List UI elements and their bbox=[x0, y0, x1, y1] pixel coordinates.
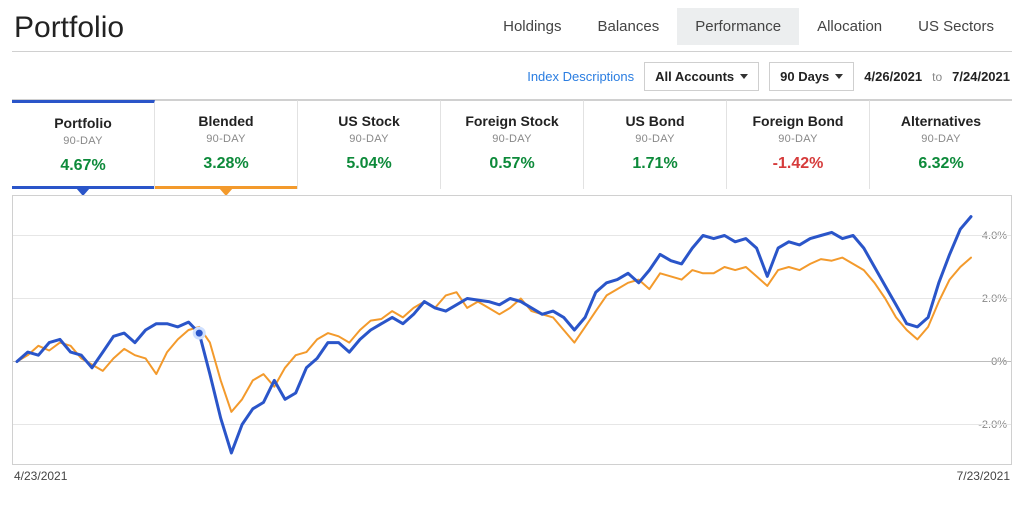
account-selector-label: All Accounts bbox=[655, 69, 734, 84]
date-from[interactable]: 4/26/2021 bbox=[864, 69, 922, 84]
performance-chart[interactable]: -2.0%0%2.0%4.0% bbox=[12, 195, 1012, 465]
card-value: 0.57% bbox=[445, 155, 579, 173]
card-alternatives[interactable]: Alternatives 90-DAY 6.32% bbox=[870, 100, 1012, 189]
card-value: 3.28% bbox=[159, 155, 293, 173]
card-value: -1.42% bbox=[731, 155, 865, 173]
chevron-down-icon bbox=[740, 74, 748, 79]
index-descriptions-link[interactable]: Index Descriptions bbox=[527, 69, 634, 84]
x-axis-start: 4/23/2021 bbox=[14, 469, 67, 483]
card-subtitle: 90-DAY bbox=[731, 133, 865, 145]
card-value: 4.67% bbox=[16, 157, 150, 175]
card-title: Portfolio bbox=[16, 115, 150, 131]
card-subtitle: 90-DAY bbox=[16, 135, 150, 147]
card-us-stock[interactable]: US Stock 90-DAY 5.04% bbox=[298, 100, 441, 189]
card-foreign-bond[interactable]: Foreign Bond 90-DAY -1.42% bbox=[727, 100, 870, 189]
card-subtitle: 90-DAY bbox=[445, 133, 579, 145]
x-axis-end: 7/23/2021 bbox=[957, 469, 1010, 483]
series-blended bbox=[17, 258, 971, 412]
tab-us-sectors[interactable]: US Sectors bbox=[900, 8, 1012, 45]
card-blended[interactable]: Blended 90-DAY 3.28% bbox=[155, 100, 298, 189]
tab-allocation[interactable]: Allocation bbox=[799, 8, 900, 45]
card-title: US Stock bbox=[302, 113, 436, 129]
card-foreign-stock[interactable]: Foreign Stock 90-DAY 0.57% bbox=[441, 100, 584, 189]
card-value: 5.04% bbox=[302, 155, 436, 173]
tabs: HoldingsBalancesPerformanceAllocationUS … bbox=[485, 8, 1012, 45]
chart-marker-icon bbox=[194, 328, 204, 338]
card-title: Blended bbox=[159, 113, 293, 129]
date-to[interactable]: 7/24/2021 bbox=[952, 69, 1010, 84]
chevron-down-icon bbox=[835, 74, 843, 79]
range-selector[interactable]: 90 Days bbox=[769, 62, 854, 91]
series-portfolio bbox=[17, 217, 971, 453]
filter-row: Index Descriptions All Accounts 90 Days … bbox=[12, 52, 1012, 99]
card-title: US Bond bbox=[588, 113, 722, 129]
card-subtitle: 90-DAY bbox=[588, 133, 722, 145]
card-title: Foreign Stock bbox=[445, 113, 579, 129]
card-subtitle: 90-DAY bbox=[874, 133, 1008, 145]
page-title: Portfolio bbox=[12, 11, 124, 45]
header-row: Portfolio HoldingsBalancesPerformanceAll… bbox=[12, 8, 1012, 52]
range-selector-label: 90 Days bbox=[780, 69, 829, 84]
tab-performance[interactable]: Performance bbox=[677, 8, 799, 45]
card-value: 6.32% bbox=[874, 155, 1008, 173]
account-selector[interactable]: All Accounts bbox=[644, 62, 759, 91]
card-subtitle: 90-DAY bbox=[302, 133, 436, 145]
card-portfolio[interactable]: Portfolio 90-DAY 4.67% bbox=[12, 100, 155, 189]
card-title: Alternatives bbox=[874, 113, 1008, 129]
date-to-label: to bbox=[932, 70, 942, 84]
card-title: Foreign Bond bbox=[731, 113, 865, 129]
card-us-bond[interactable]: US Bond 90-DAY 1.71% bbox=[584, 100, 727, 189]
tab-balances[interactable]: Balances bbox=[580, 8, 678, 45]
metric-cards: Portfolio 90-DAY 4.67% Blended 90-DAY 3.28% US… bbox=[12, 99, 1012, 189]
card-value: 1.71% bbox=[588, 155, 722, 173]
card-subtitle: 90-DAY bbox=[159, 133, 293, 145]
tab-holdings[interactable]: Holdings bbox=[485, 8, 579, 45]
x-axis-labels: 4/23/2021 7/23/2021 bbox=[12, 469, 1012, 483]
